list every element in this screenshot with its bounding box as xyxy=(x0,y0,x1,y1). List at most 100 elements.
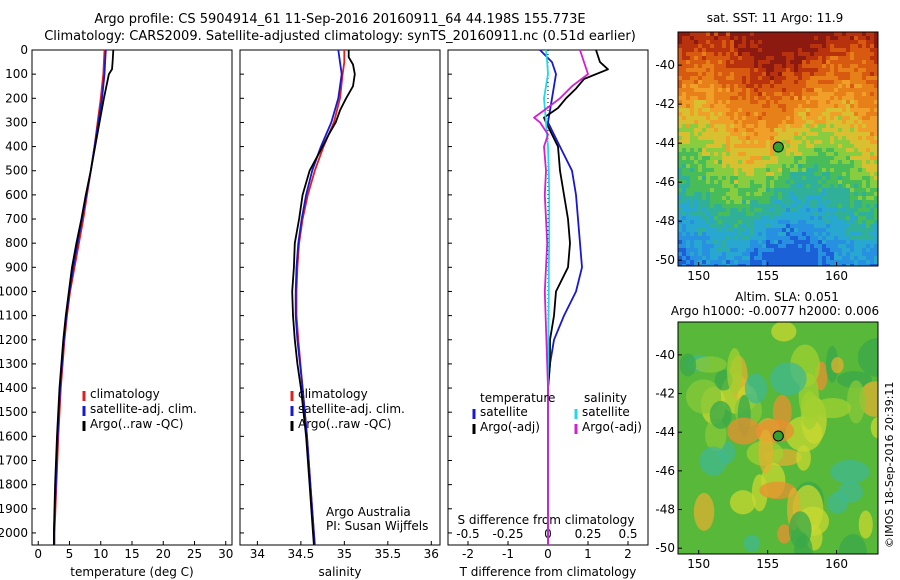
sst-cell xyxy=(750,160,755,165)
sst-cell xyxy=(814,248,819,253)
sst-cell xyxy=(758,48,763,53)
sst-cell xyxy=(762,112,767,117)
sst-cell xyxy=(854,64,859,69)
sst-cell xyxy=(826,168,831,173)
sst-cell xyxy=(862,60,867,65)
sst-cell xyxy=(734,156,739,161)
sst-cell xyxy=(686,88,691,93)
sst-cell xyxy=(798,140,803,145)
sst-cell xyxy=(690,160,695,165)
sst-cell xyxy=(790,176,795,181)
sst-cell xyxy=(698,260,703,265)
sst-cell xyxy=(798,124,803,129)
sst-cell xyxy=(734,92,739,97)
sst-cell xyxy=(850,96,855,101)
sst-cell xyxy=(830,252,835,257)
sst-cell xyxy=(734,124,739,129)
sst-cell xyxy=(870,68,875,73)
sst-cell xyxy=(734,196,739,201)
sst-cell xyxy=(754,80,759,85)
sst-cell xyxy=(862,104,867,109)
sst-cell xyxy=(718,80,723,85)
sst-cell xyxy=(814,188,819,193)
sst-cell xyxy=(802,216,807,221)
sst-cell xyxy=(742,176,747,181)
sst-cell xyxy=(758,200,763,205)
sst-cell xyxy=(826,136,831,141)
sst-cell xyxy=(678,152,683,157)
sst-cell xyxy=(854,192,859,197)
sst-cell xyxy=(846,96,851,101)
sst-cell xyxy=(742,172,747,177)
sst-cell xyxy=(830,176,835,181)
sst-cell xyxy=(698,116,703,121)
sst-cell xyxy=(818,48,823,53)
sst-cell xyxy=(734,172,739,177)
sst-cell xyxy=(718,156,723,161)
sst-cell xyxy=(858,148,863,153)
sst-cell xyxy=(830,124,835,129)
sst-cell xyxy=(734,248,739,253)
sst-cell xyxy=(846,64,851,69)
sst-cell xyxy=(842,76,847,81)
sst-cell xyxy=(834,188,839,193)
sst-cell xyxy=(730,264,735,266)
sst-cell xyxy=(802,148,807,153)
sst-cell xyxy=(770,260,775,265)
sst-cell xyxy=(870,44,875,49)
sst-cell xyxy=(706,80,711,85)
sst-cell xyxy=(750,164,755,169)
sst-cell xyxy=(682,140,687,145)
sst-cell xyxy=(738,48,743,53)
sst-cell xyxy=(786,104,791,109)
sst-cell xyxy=(754,144,759,149)
sst-cell xyxy=(742,112,747,117)
sst-cell xyxy=(790,264,795,266)
sst-cell xyxy=(694,64,699,69)
sst-cell xyxy=(822,244,827,249)
sst-cell xyxy=(810,164,815,169)
sst-cell xyxy=(790,212,795,217)
sst-cell xyxy=(798,48,803,53)
sst-cell xyxy=(838,100,843,105)
sst-cell xyxy=(750,204,755,209)
sst-cell xyxy=(798,84,803,89)
sst-cell xyxy=(846,56,851,61)
sst-cell xyxy=(786,156,791,161)
sst-cell xyxy=(842,224,847,229)
sst-cell xyxy=(738,148,743,153)
sst-cell xyxy=(718,232,723,237)
sst-cell xyxy=(842,92,847,97)
sst-cell xyxy=(762,220,767,225)
sst-cell xyxy=(806,216,811,221)
sst-cell xyxy=(726,132,731,137)
sst-cell xyxy=(706,228,711,233)
sst-cell xyxy=(678,76,683,81)
sst-cell xyxy=(866,164,871,169)
sst-cell xyxy=(846,248,851,253)
sst-cell xyxy=(818,140,823,145)
sst-cell xyxy=(738,152,743,157)
sst-cell xyxy=(726,192,731,197)
sst-cell xyxy=(722,68,727,73)
sst-cell xyxy=(802,116,807,121)
sst-cell xyxy=(726,156,731,161)
sst-cell xyxy=(758,204,763,209)
sst-cell xyxy=(746,196,751,201)
sst-cell xyxy=(714,256,719,261)
sst-cell xyxy=(858,260,863,265)
sst-cell xyxy=(734,216,739,221)
sst-cell xyxy=(838,236,843,241)
sst-cell xyxy=(846,168,851,173)
sst-cell xyxy=(766,140,771,145)
sst-cell xyxy=(786,200,791,205)
sst-cell xyxy=(866,224,871,229)
sla-eddy xyxy=(709,400,732,429)
sst-cell xyxy=(770,148,775,153)
sst-cell xyxy=(834,140,839,145)
sst-cell xyxy=(834,80,839,85)
sst-cell xyxy=(838,196,843,201)
sst-cell xyxy=(702,136,707,141)
sst-cell xyxy=(810,84,815,89)
sst-cell xyxy=(802,260,807,265)
